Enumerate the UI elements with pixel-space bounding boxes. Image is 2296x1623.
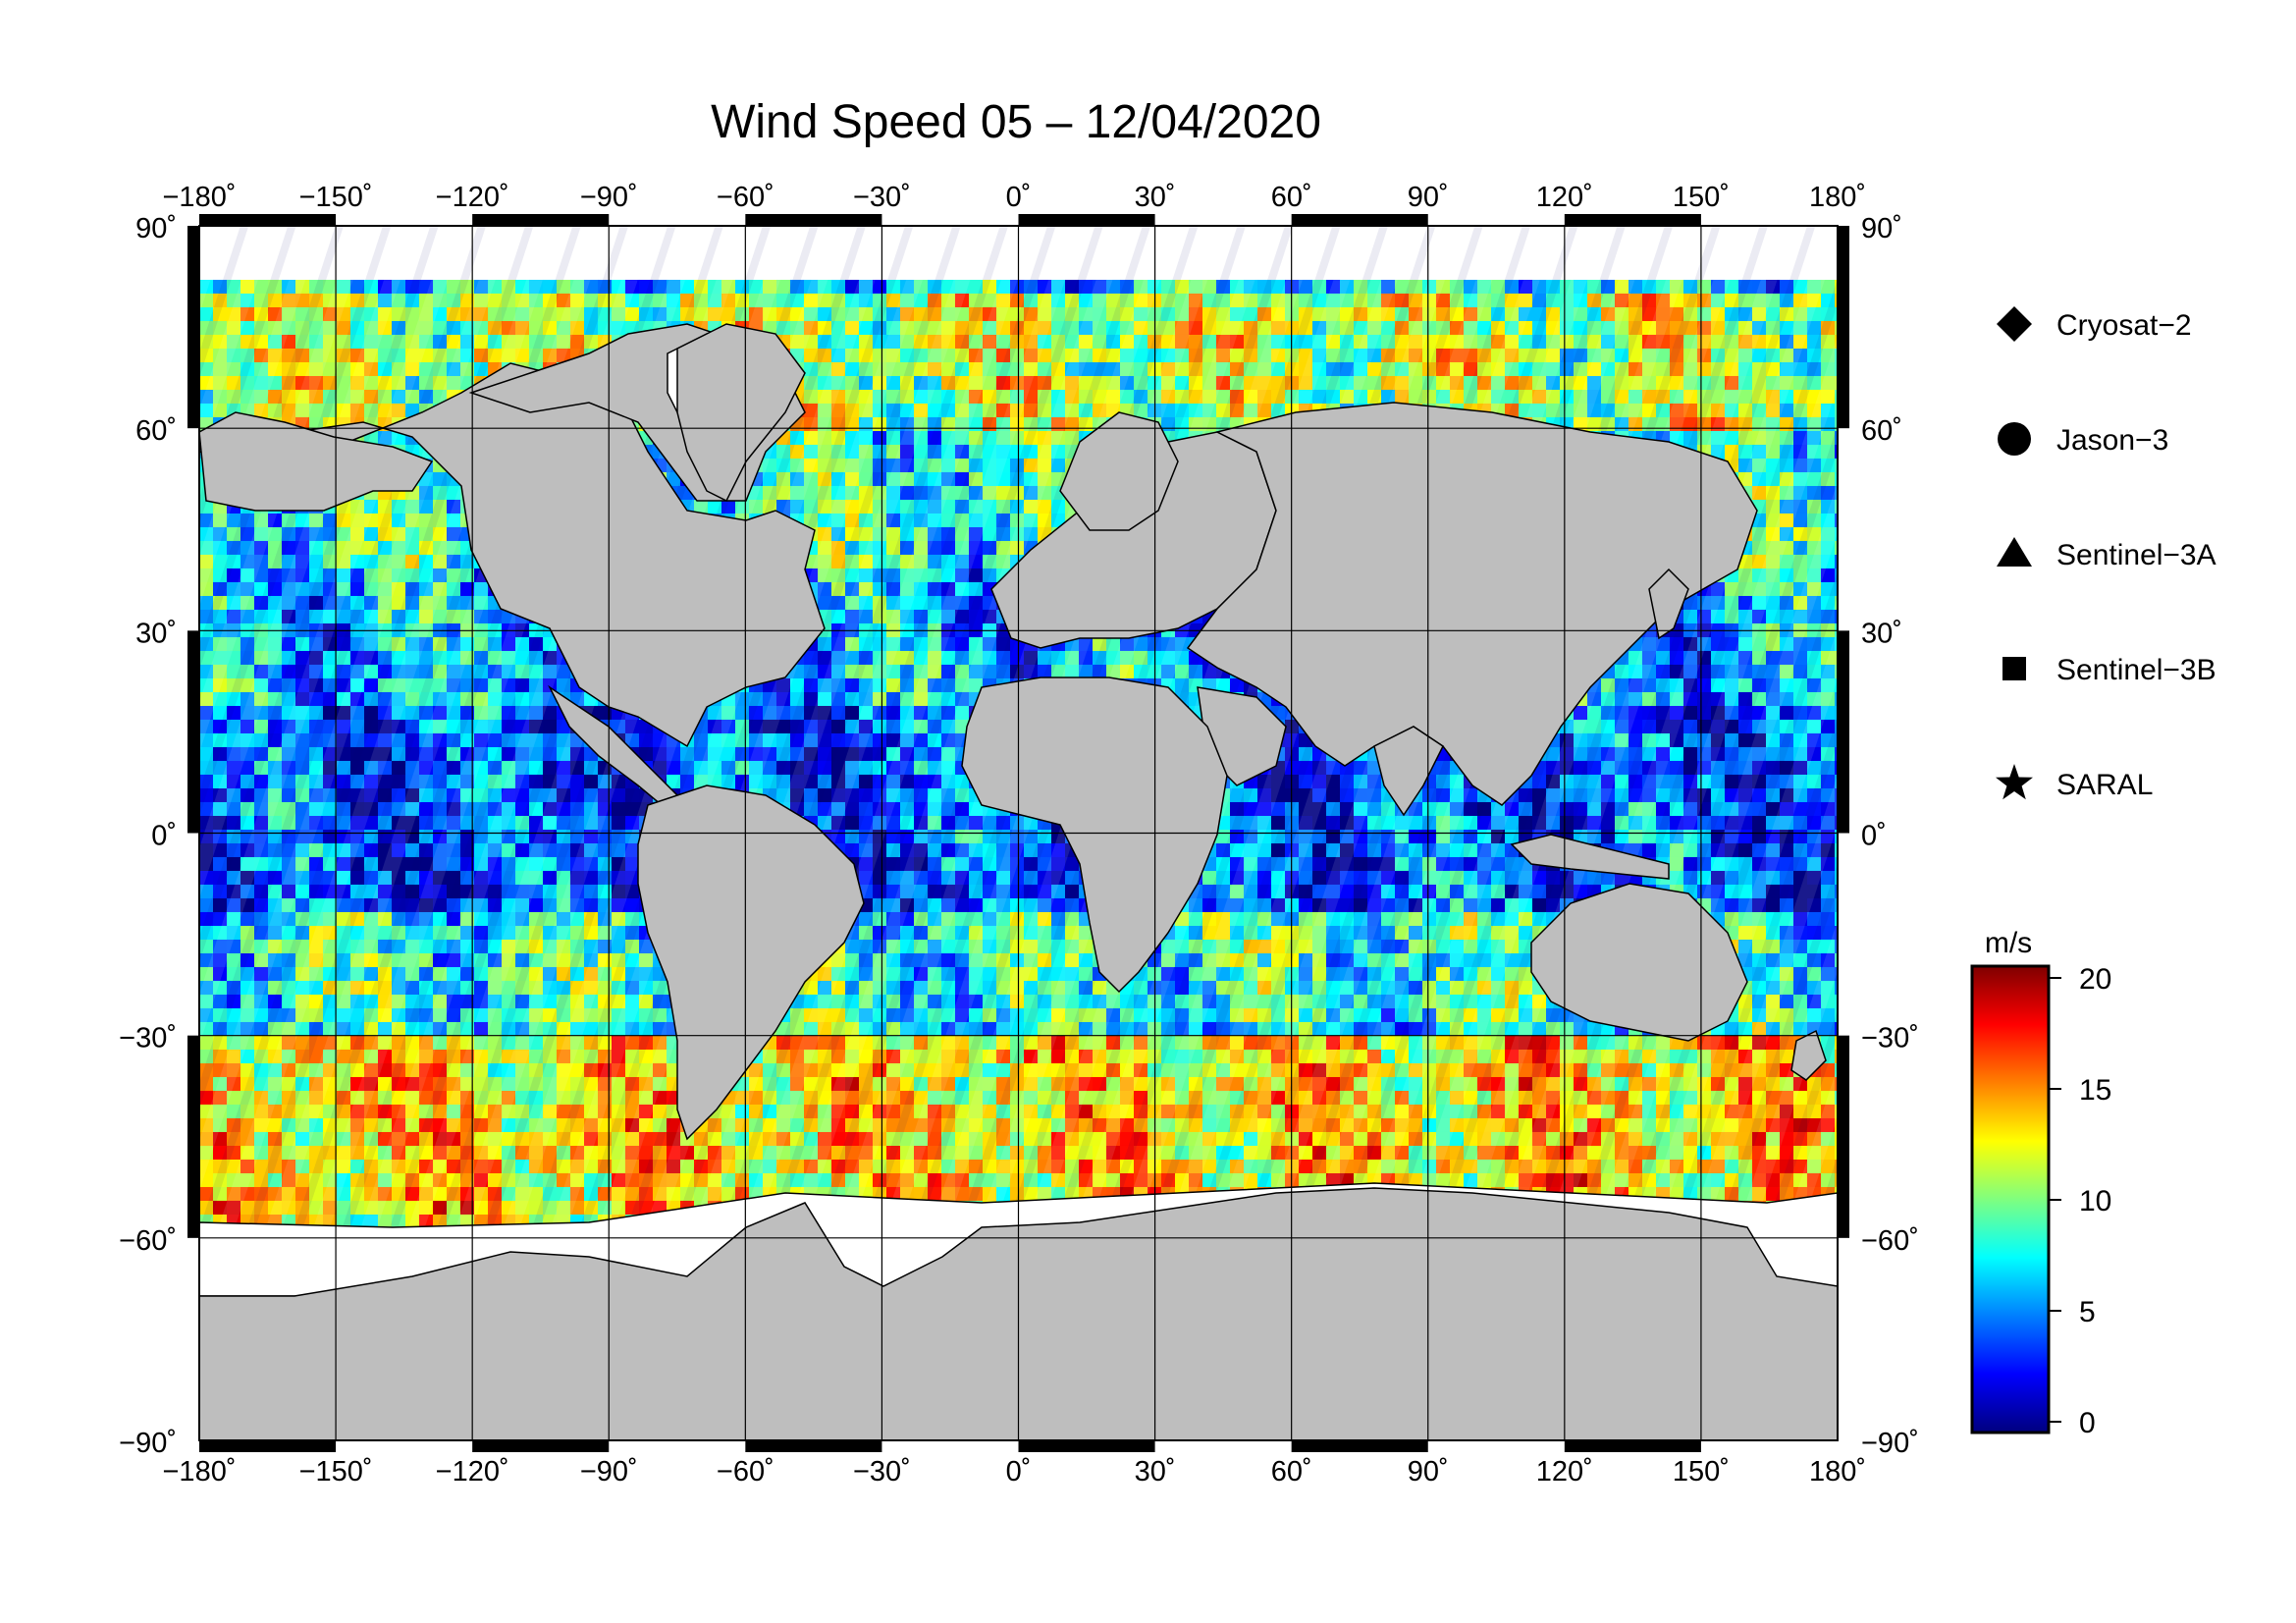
map-title: Wind Speed 05 – 12/04/2020 <box>711 96 1321 148</box>
map-panel: −180˚ −150˚ −120˚ −90˚ −60˚ −30˚ 0˚ 30˚ 60˚ 90˚ 12… <box>119 182 1919 1488</box>
